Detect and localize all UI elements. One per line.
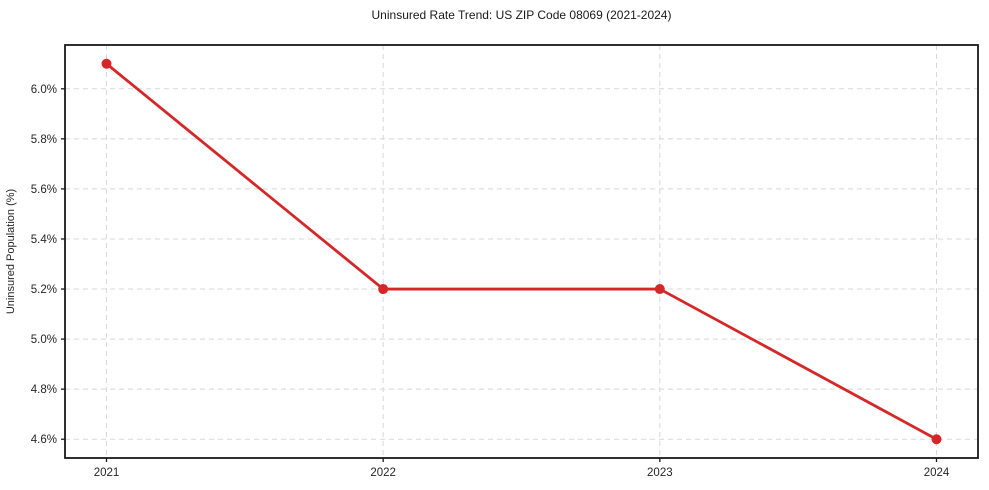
data-point-marker xyxy=(654,284,665,295)
chart-title: Uninsured Rate Trend: US ZIP Code 08069 … xyxy=(371,8,672,22)
x-tick-label: 2021 xyxy=(94,467,120,479)
y-tick-label: 5.6% xyxy=(31,184,57,196)
x-tick-label: 2022 xyxy=(370,467,396,479)
y-tick-label: 5.0% xyxy=(31,334,57,346)
y-tick-label: 5.8% xyxy=(31,134,57,146)
y-tick-label: 5.2% xyxy=(31,284,57,296)
trend-line xyxy=(105,62,938,441)
y-axis-label: Uninsured Population (%) xyxy=(5,189,17,314)
y-tick-label: 6.0% xyxy=(31,84,57,96)
data-point-marker xyxy=(378,284,389,295)
y-tick-label: 5.4% xyxy=(31,234,57,246)
y-tick-label: 4.6% xyxy=(31,434,57,446)
plot-frame xyxy=(64,44,979,459)
y-tick-label: 4.8% xyxy=(31,384,57,396)
x-tick-label: 2023 xyxy=(647,467,673,479)
data-point-marker xyxy=(931,434,942,445)
data-point-marker xyxy=(101,58,112,69)
x-tick-label: 2024 xyxy=(924,467,950,479)
